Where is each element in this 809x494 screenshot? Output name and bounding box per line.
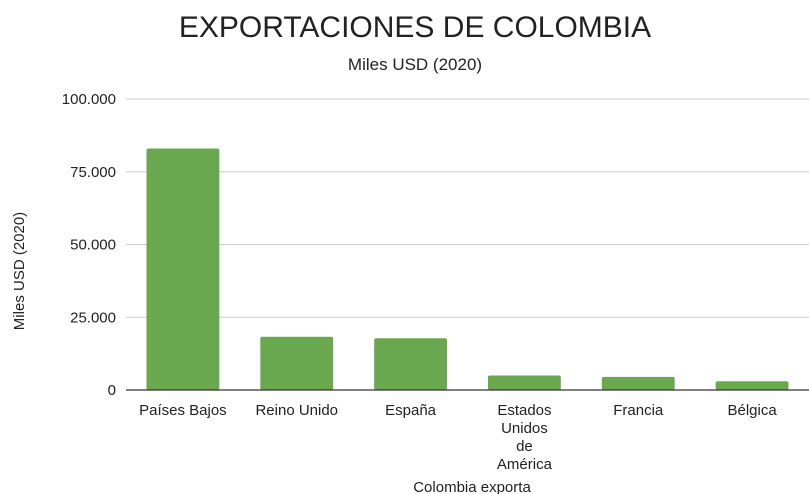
- bar: [487, 375, 561, 390]
- bar: [601, 376, 675, 390]
- x-tick-label: Bélgica: [727, 402, 777, 419]
- y-tick-label: 50.000: [70, 237, 116, 254]
- x-tick-label: Francia: [613, 402, 664, 419]
- bar: [260, 336, 334, 390]
- x-tick-label: Estados Unidos de América: [497, 402, 553, 473]
- bars: [146, 148, 789, 390]
- x-axis-label: Colombia exporta: [413, 479, 531, 494]
- bar: [146, 148, 220, 390]
- chart-title: EXPORTACIONES DE COLOMBIA: [179, 11, 651, 44]
- x-tick-label: Reino Unido: [255, 402, 338, 419]
- y-tick-label: 100.000: [62, 91, 116, 108]
- x-tick-label: Países Bajos: [139, 402, 227, 419]
- y-tick-label: 25.000: [70, 309, 116, 326]
- bar: [374, 338, 448, 390]
- chart-subtitle: Miles USD (2020): [348, 55, 482, 74]
- gridlines: [126, 98, 809, 318]
- y-axis-ticks: 0 25.000 50.000 75.000 100.000: [62, 91, 116, 399]
- x-tick-label: España: [385, 402, 437, 419]
- y-tick-label: 75.000: [70, 164, 116, 181]
- x-axis-ticks: Países Bajos Reino Unido España Estados Unid…: [139, 402, 777, 473]
- bar: [715, 381, 789, 390]
- y-tick-label: 0: [108, 382, 116, 399]
- y-axis-label: Miles USD (2020): [11, 212, 28, 330]
